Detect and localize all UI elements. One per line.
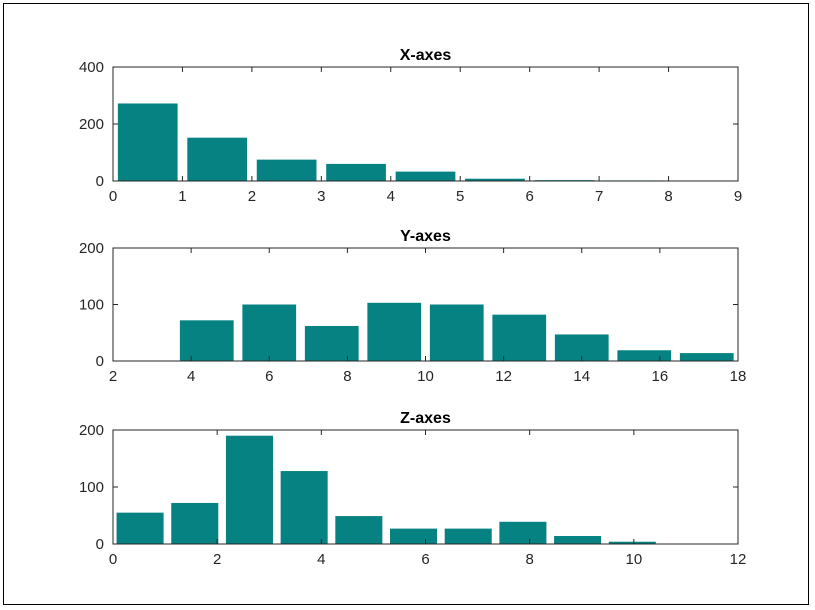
y-tick-label: 400 xyxy=(79,59,104,76)
x-tick-label: 2 xyxy=(248,188,256,205)
bar xyxy=(179,320,234,361)
bar xyxy=(395,171,456,181)
subplot-2: 2 4 6 8 10 12 14 16 18 0 100 200 Y-axes xyxy=(79,228,746,385)
bar xyxy=(465,178,525,181)
bar xyxy=(335,516,383,544)
x-tick-label: 1 xyxy=(178,188,186,205)
x-tick-label: 2 xyxy=(109,368,117,385)
x-tick-label: 14 xyxy=(573,368,590,385)
bar xyxy=(225,435,273,544)
x-tick-label: 4 xyxy=(317,551,325,568)
y-tick-label: 100 xyxy=(79,297,104,314)
bar xyxy=(554,536,602,544)
bar xyxy=(608,541,656,544)
bar xyxy=(367,302,422,361)
x-tick-label: 0 xyxy=(109,551,117,568)
bar xyxy=(499,521,547,544)
x-tick-label: 8 xyxy=(525,551,533,568)
x-tick-label: 0 xyxy=(109,188,117,205)
x-tick-label: 12 xyxy=(730,551,747,568)
y-tick-label: 200 xyxy=(79,116,104,133)
x-tick-label: 5 xyxy=(456,188,464,205)
x-tick-label: 18 xyxy=(730,368,747,385)
x-tick-label: 4 xyxy=(387,188,395,205)
y-tick-label: 200 xyxy=(79,422,104,439)
bar xyxy=(444,528,492,544)
subplot-3: 0 2 4 6 8 10 12 0 100 200 Z-axes xyxy=(79,410,746,568)
y-tick-label: 0 xyxy=(96,536,104,553)
x-tick-label: 6 xyxy=(265,368,273,385)
x-tick-label: 6 xyxy=(421,551,429,568)
bar xyxy=(280,471,328,544)
x-tick-label: 16 xyxy=(652,368,669,385)
chart-title: Z-axes xyxy=(400,410,451,427)
bar xyxy=(256,159,317,181)
bar xyxy=(171,502,219,544)
bar xyxy=(429,304,484,361)
bar xyxy=(679,353,734,361)
y-tick-label: 0 xyxy=(96,353,104,370)
subplot-1: 0 1 2 3 4 5 6 7 8 9 0 200 400 X-axes xyxy=(79,47,742,205)
bar xyxy=(304,325,359,361)
x-tick-label: 10 xyxy=(625,551,642,568)
x-tick-label: 12 xyxy=(495,368,512,385)
bar xyxy=(187,137,248,181)
bar xyxy=(326,163,386,181)
bar xyxy=(116,512,164,544)
bar xyxy=(492,314,547,361)
bar xyxy=(117,103,178,181)
x-tick-label: 3 xyxy=(317,188,325,205)
chart-title: Y-axes xyxy=(400,228,451,245)
x-tick-label: 9 xyxy=(734,188,742,205)
x-tick-label: 4 xyxy=(187,368,195,385)
bar xyxy=(390,528,438,544)
chart-title: X-axes xyxy=(400,47,452,64)
y-tick-label: 0 xyxy=(96,173,104,190)
x-tick-label: 8 xyxy=(664,188,672,205)
x-tick-label: 8 xyxy=(343,368,351,385)
bar xyxy=(242,304,297,361)
x-tick-label: 10 xyxy=(417,368,434,385)
y-tick-label: 100 xyxy=(79,479,104,496)
bar xyxy=(617,350,672,361)
x-tick-label: 6 xyxy=(525,188,533,205)
x-tick-label: 7 xyxy=(595,188,603,205)
x-tick-label: 2 xyxy=(213,551,221,568)
y-tick-label: 200 xyxy=(79,240,104,257)
